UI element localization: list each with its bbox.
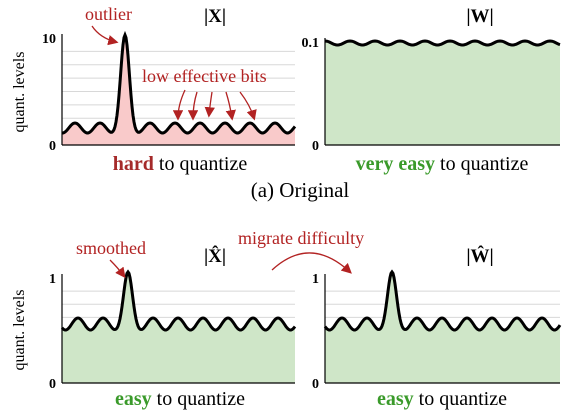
panel-title: |W| [466,6,493,27]
caption: hard to quantize [113,153,248,175]
arrow [91,25,119,46]
caption-emphasis: easy [115,388,152,410]
caption: easy to quantize [115,388,245,410]
y-tick-label: 1 [49,272,56,287]
panel-title: |X| [204,6,226,27]
y-axis-label: quant. levels [11,52,28,133]
annotation: outlier [85,4,132,24]
caption: very easy to quantize [356,153,529,175]
y-tick-label: 0 [49,377,56,392]
panel-title: |Ŵ| [466,245,493,267]
y-tick-label: 0 [312,139,319,154]
caption-emphasis: easy [377,388,414,410]
area [325,272,560,383]
curve [62,30,297,135]
panel-title: |X̂| [204,246,226,267]
arrow [109,259,126,279]
y-axis-label: quant. levels [11,290,28,371]
subcaption: (a) Original [251,178,350,202]
arrow [239,91,257,121]
y-tick-label: 1 [312,272,319,287]
annotation: low effective bits [142,66,267,86]
caption-text: to quantize [159,153,247,175]
caption-text: to quantize [440,153,528,175]
arrow [271,252,352,274]
caption-text: to quantize [157,388,245,410]
caption: easy to quantize [377,388,507,410]
area [62,272,295,383]
arrow [204,91,215,118]
annotation: migrate difficulty [238,228,364,248]
y-tick-label: 0 [49,139,56,154]
caption-text: to quantize [419,388,507,410]
curve [60,269,297,332]
curve [324,39,561,47]
y-tick-label: 0.1 [302,36,320,51]
y-tick-label: 0 [312,377,319,392]
y-tick-label: 10 [42,32,56,47]
caption-emphasis: hard [113,153,154,175]
arrow [225,91,236,121]
curve [323,269,562,332]
caption-emphasis: very easy [356,153,435,175]
arrow [187,91,199,121]
area [325,41,560,145]
annotation: smoothed [76,238,146,258]
area [62,35,295,145]
arrow [172,89,186,121]
